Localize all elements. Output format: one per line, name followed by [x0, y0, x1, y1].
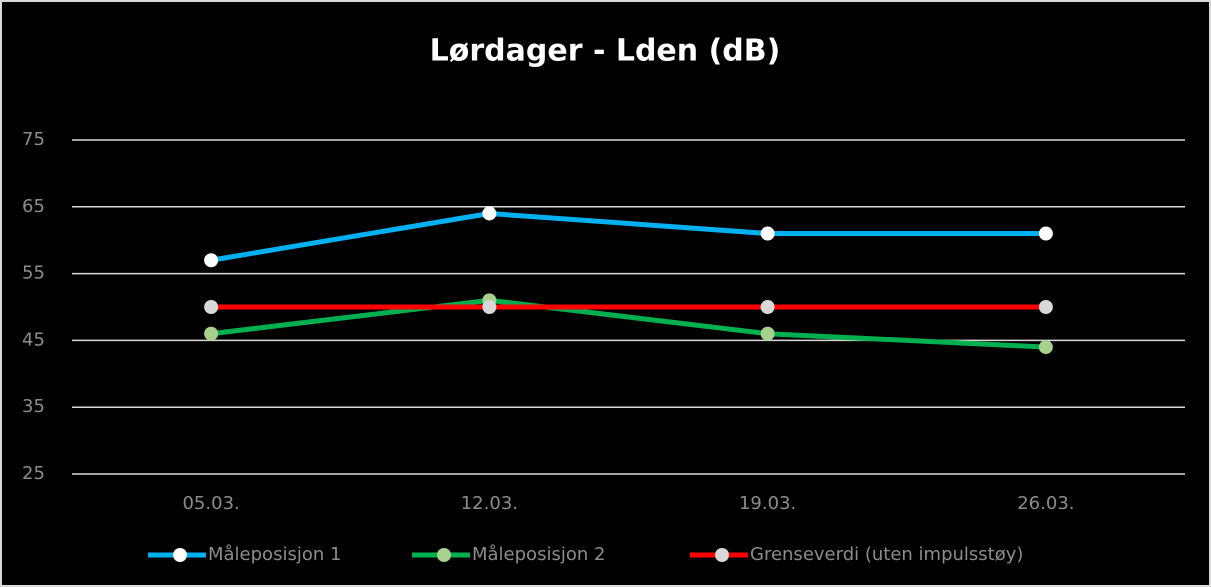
series-line — [210, 297, 1046, 350]
marker — [1038, 226, 1053, 241]
x-tick-label: 19.03. — [739, 493, 796, 514]
legend-marker — [173, 548, 187, 562]
marker — [204, 300, 219, 314]
marker — [204, 326, 219, 341]
y-tick-label: 55 — [22, 263, 45, 284]
legend-label: Grenseverdi (uten impulsstøy) — [750, 544, 1023, 565]
x-tick-label: 12.03. — [461, 493, 518, 514]
y-tick-label: 25 — [22, 463, 45, 484]
x-tick-label: 26.03. — [1017, 493, 1074, 514]
marker — [760, 326, 775, 341]
legend-marker — [437, 548, 451, 562]
y-tick-label: 75 — [22, 129, 45, 150]
legend-label: Måleposisjon 1 — [208, 544, 341, 565]
legend-marker — [715, 548, 729, 562]
y-tick-label: 45 — [22, 329, 45, 350]
marker — [204, 253, 219, 268]
x-tick-label: 05.03. — [182, 493, 239, 514]
chart-title: Lørdager - Lden (dB) — [430, 34, 781, 69]
marker — [482, 300, 497, 314]
marker — [1038, 300, 1053, 314]
marker — [1038, 340, 1053, 355]
y-tick-label: 35 — [22, 396, 45, 417]
marker — [760, 226, 775, 241]
marker — [482, 206, 497, 221]
y-tick-label: 65 — [22, 196, 45, 217]
legend-label: Måleposisjon 2 — [472, 544, 605, 565]
marker — [760, 300, 775, 314]
series-line — [210, 210, 1046, 263]
